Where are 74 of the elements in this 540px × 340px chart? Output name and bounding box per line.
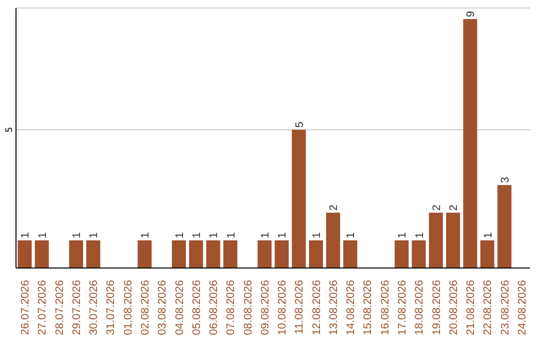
x-tick-label: 17.08.2026	[396, 280, 408, 336]
data-label: 5	[294, 122, 306, 128]
x-tick-label: 27.07.2026	[36, 280, 49, 336]
x-tick-label: 28.07.2026	[54, 280, 66, 336]
bar	[326, 212, 340, 268]
x-tick-label: 26.07.2026	[20, 280, 32, 336]
data-label: 2	[430, 204, 443, 211]
x-tick-label: 29.07.2026	[70, 280, 83, 336]
x-tick-label: 19.08.2026	[430, 280, 443, 336]
bar	[258, 240, 272, 268]
data-label: 3	[499, 176, 512, 184]
x-tick-label: 23.08.2026	[499, 280, 512, 336]
bar	[138, 240, 152, 268]
data-label: 1	[260, 232, 272, 238]
bar	[308, 240, 323, 268]
x-tick-label: 18.08.2026	[414, 280, 426, 336]
bar	[446, 212, 460, 268]
data-label: 1	[36, 232, 49, 238]
x-tick-label: 15.08.2026	[362, 280, 374, 336]
bar	[172, 240, 186, 268]
x-tick-label: 05.08.2026	[190, 280, 203, 336]
data-label: 1	[276, 232, 289, 238]
bar	[34, 240, 49, 268]
x-tick-label: 01.08.2026	[122, 280, 134, 336]
data-label: 1	[310, 232, 323, 238]
bar	[480, 240, 494, 268]
x-tick-label: 04.08.2026	[174, 280, 186, 336]
bar	[206, 240, 220, 268]
x-tick-label: 03.08.2026	[156, 280, 169, 336]
bar	[394, 240, 409, 268]
x-tick-label: 22.08.2026	[482, 280, 494, 336]
bar	[189, 240, 204, 268]
data-label: 1	[191, 232, 204, 238]
data-label: 1	[482, 232, 494, 238]
data-label: 1	[174, 232, 186, 238]
x-tick-label: 02.08.2026	[140, 280, 152, 336]
x-tick-label: 09.08.2026	[259, 280, 272, 336]
data-label: 1	[20, 232, 32, 238]
x-tick-label: 14.08.2026	[345, 280, 358, 336]
data-label: 1	[414, 232, 426, 238]
data-label: 1	[208, 232, 220, 238]
data-label: 1	[225, 232, 238, 238]
bar	[86, 240, 100, 268]
data-label: 2	[448, 204, 460, 211]
data-label: 1	[345, 232, 358, 238]
data-label: 1	[140, 232, 152, 238]
bar	[428, 212, 443, 268]
data-label: 2	[328, 204, 340, 211]
bar	[292, 130, 306, 268]
x-tick-label: 12.08.2026	[310, 280, 323, 336]
bar	[18, 240, 32, 268]
bar	[274, 240, 289, 268]
x-tick-label: 24.08.2026	[516, 280, 528, 336]
data-label: 9	[465, 10, 478, 18]
x-tick-label: 31.07.2026	[105, 280, 118, 336]
bar	[343, 240, 358, 268]
x-tick-label: 08.08.2026	[242, 280, 254, 336]
data-label: 1	[71, 232, 84, 238]
x-tick-label: 21.08.2026	[465, 280, 478, 336]
data-label: 1	[88, 232, 100, 238]
bar	[412, 240, 426, 268]
data-label: 1	[396, 232, 409, 238]
bar	[223, 240, 238, 268]
x-tick-label: 30.07.2026	[88, 280, 100, 336]
x-tick-label: 06.08.2026	[208, 280, 220, 336]
bar	[497, 185, 512, 268]
x-tick-label: 10.08.2026	[276, 280, 289, 336]
bar	[463, 19, 478, 268]
x-tick-label: 07.08.2026	[225, 280, 238, 336]
x-tick-label: 16.08.2026	[379, 280, 392, 336]
x-tick-label: 11.08.2026	[294, 280, 306, 334]
bar	[69, 240, 84, 268]
x-tick-label: 13.08.2026	[328, 280, 340, 336]
x-tick-label: 20.08.2026	[448, 280, 460, 336]
